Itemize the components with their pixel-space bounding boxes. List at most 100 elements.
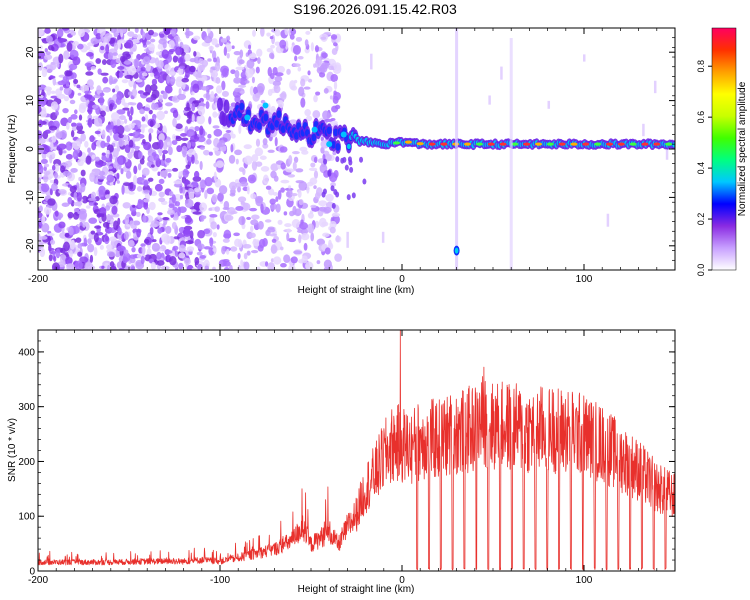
noise-speckle bbox=[122, 107, 130, 111]
noise-speckle bbox=[113, 42, 119, 51]
noise-speckle bbox=[197, 230, 205, 239]
noise-speckle bbox=[190, 135, 199, 143]
noise-speckle bbox=[200, 86, 210, 91]
noise-speckle bbox=[166, 74, 171, 84]
noise-speckle bbox=[124, 215, 130, 225]
noise-speckle bbox=[61, 28, 70, 31]
noise-speckle bbox=[117, 39, 126, 44]
noise-speckle bbox=[40, 183, 50, 193]
noise-speckle bbox=[179, 194, 184, 200]
noise-speckle bbox=[123, 231, 129, 241]
ridge-hotspot bbox=[440, 142, 448, 146]
noise-speckle bbox=[202, 149, 210, 156]
noise-speckle bbox=[120, 167, 124, 175]
noise-speckle bbox=[163, 28, 171, 35]
noise-speckle bbox=[233, 77, 242, 84]
noise-speckle bbox=[132, 175, 138, 186]
noise-speckle bbox=[105, 157, 111, 162]
ridge-blob bbox=[340, 131, 347, 138]
noise-speckle bbox=[49, 179, 54, 184]
noise-speckle bbox=[142, 138, 146, 145]
noise-speckle bbox=[168, 40, 175, 49]
noise-speckle bbox=[186, 141, 192, 149]
noise-speckle bbox=[94, 130, 101, 135]
noise-speckle bbox=[118, 71, 124, 78]
noise-speckle bbox=[121, 184, 125, 195]
noise-speckle bbox=[187, 148, 196, 158]
noise-speckle bbox=[140, 243, 146, 248]
noise-speckle bbox=[255, 161, 263, 167]
noise-speckle bbox=[128, 139, 134, 148]
noise-speckle bbox=[221, 245, 226, 255]
noise-speckle bbox=[125, 170, 132, 179]
noise-speckle bbox=[67, 116, 72, 124]
noise-speckle bbox=[50, 101, 59, 111]
noise-speckle bbox=[237, 186, 241, 193]
noise-speckle bbox=[85, 196, 90, 203]
noise-speckle bbox=[222, 258, 230, 263]
ridge-tail bbox=[342, 156, 347, 163]
noise-speckle bbox=[321, 221, 329, 227]
noise-speckle bbox=[329, 220, 337, 229]
noise-speckle bbox=[137, 163, 142, 171]
noise-speckle bbox=[43, 54, 53, 60]
noise-speckle bbox=[154, 183, 163, 192]
noise-speckle bbox=[332, 95, 339, 104]
ridge-band bbox=[294, 131, 299, 140]
noise-speckle bbox=[44, 48, 48, 53]
noise-speckle bbox=[69, 99, 76, 105]
ridge-hotspot bbox=[558, 142, 566, 146]
noise-speckle bbox=[208, 247, 214, 256]
noise-speckle bbox=[85, 155, 92, 165]
noise-speckle bbox=[49, 75, 56, 79]
noise-streak bbox=[653, 80, 657, 94]
ridge-band bbox=[333, 128, 339, 137]
noise-speckle bbox=[184, 198, 194, 208]
noise-speckle bbox=[158, 197, 166, 203]
colorbar-tick-label: 0.8 bbox=[696, 60, 706, 73]
noise-speckle bbox=[173, 236, 180, 240]
ridge-blob bbox=[244, 114, 251, 121]
noise-speckle bbox=[242, 244, 252, 249]
noise-speckle bbox=[52, 77, 57, 86]
noise-speckle bbox=[255, 138, 261, 147]
noise-speckle bbox=[320, 36, 327, 40]
noise-speckle bbox=[75, 237, 82, 243]
noise-speckle bbox=[62, 150, 67, 154]
noise-speckle bbox=[132, 220, 141, 226]
noise-speckle bbox=[91, 191, 97, 200]
noise-speckle bbox=[305, 30, 311, 35]
ridge-hotspot bbox=[511, 142, 519, 146]
noise-speckle bbox=[122, 51, 131, 58]
noise-speckle bbox=[55, 110, 59, 116]
noise-speckle bbox=[287, 237, 296, 243]
noise-speckle bbox=[149, 223, 158, 228]
noise-speckle bbox=[256, 83, 265, 93]
ridge-tail bbox=[335, 191, 340, 198]
noise-speckle bbox=[206, 138, 212, 145]
noise-speckle bbox=[99, 95, 105, 106]
noise-speckle bbox=[228, 264, 233, 270]
noise-speckle bbox=[38, 164, 44, 175]
noise-speckle bbox=[207, 58, 212, 62]
noise-speckle bbox=[99, 244, 104, 250]
noise-speckle bbox=[212, 266, 216, 270]
noise-speckle bbox=[269, 36, 274, 40]
noise-speckle bbox=[162, 91, 168, 100]
noise-speckle bbox=[134, 146, 140, 152]
noise-speckle bbox=[290, 28, 297, 35]
noise-speckle bbox=[250, 249, 259, 254]
noise-speckle bbox=[318, 67, 323, 72]
noise-speckle bbox=[300, 219, 304, 224]
noise-speckle bbox=[95, 58, 102, 64]
noise-speckle bbox=[264, 261, 269, 267]
noise-speckle bbox=[274, 72, 284, 77]
noise-speckle bbox=[192, 211, 202, 215]
noise-speckle bbox=[245, 68, 254, 79]
y-tick-label: 300 bbox=[18, 402, 35, 413]
noise-speckle bbox=[112, 52, 118, 57]
noise-speckle bbox=[49, 239, 56, 245]
noise-speckle bbox=[105, 244, 113, 250]
noise-speckle bbox=[143, 141, 152, 151]
noise-speckle bbox=[95, 32, 102, 40]
